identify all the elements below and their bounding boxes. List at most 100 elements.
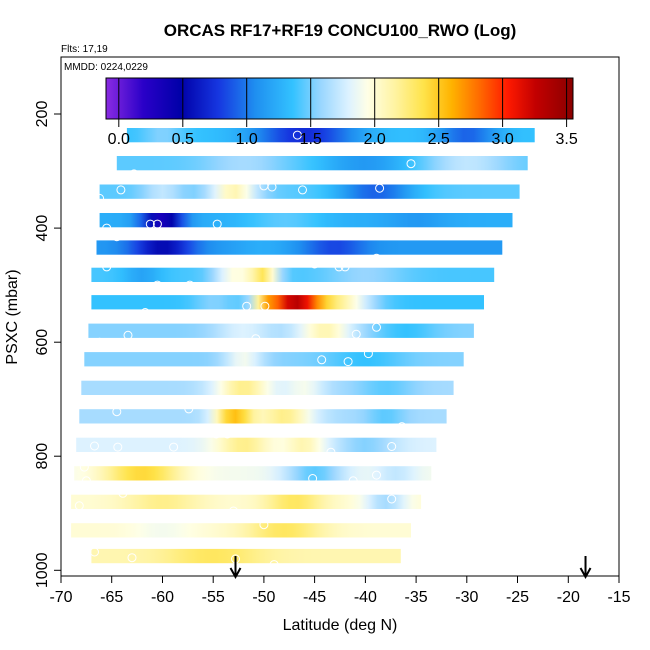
heatmap-layer: [88, 323, 474, 338]
observation-point: [222, 429, 232, 439]
observation-point: [326, 447, 336, 457]
latitude-arrow-icon: [579, 556, 592, 580]
x-tick-label: -55: [202, 589, 225, 606]
colorbar-tick-label: 0.5: [172, 131, 194, 148]
observation-point: [171, 342, 181, 352]
heatmap-layer: [79, 409, 447, 424]
heatmap-layers: [71, 99, 546, 564]
observation-point: [310, 259, 320, 269]
observation-point: [397, 422, 407, 432]
heatmap-layer: [91, 267, 495, 282]
observation-point: [211, 429, 221, 439]
latitude-arrow-icon: [229, 556, 242, 580]
x-tick-label: -35: [405, 589, 428, 606]
y-axis: 200 400 600 800 1000: [34, 101, 61, 588]
observation-point: [123, 143, 133, 153]
observation-point: [229, 506, 238, 516]
observation-point: [79, 462, 89, 472]
observation-point: [259, 520, 269, 530]
heatmap-layer: [74, 466, 432, 481]
observation-point: [251, 334, 261, 344]
heatmap-layer: [99, 184, 520, 199]
observation-point: [372, 470, 381, 480]
observation-point: [269, 560, 279, 570]
x-axis: -70 -65 -60 -55 -50 -45 -40 -35 -30 -25 -20 -15: [49, 576, 631, 606]
dates-label: MMDD: 0224,0229: [64, 62, 148, 73]
observation-point: [267, 182, 277, 192]
colorbar-tick-label: 2.5: [428, 131, 450, 148]
x-tick-label: -70: [49, 589, 72, 606]
observation-point: [265, 342, 275, 352]
observation-point: [118, 488, 128, 498]
observation-point: [169, 442, 179, 452]
heatmap-layer: [81, 380, 454, 395]
observation-point: [219, 284, 229, 294]
observation-point: [292, 130, 302, 140]
observation-point: [95, 193, 105, 203]
observation-point: [317, 355, 327, 365]
colorbar-tick-label: 1.0: [236, 131, 258, 148]
observation-point: [212, 219, 222, 229]
observation-point: [95, 370, 105, 380]
heatmap-layer: [126, 128, 535, 143]
heatmap-layer: [96, 240, 503, 255]
chart-title: ORCAS RF17+RF19 CONCU100_RWO (Log): [164, 21, 517, 40]
heatmap-layer: [84, 352, 464, 367]
x-tick-label: -40: [354, 589, 377, 606]
observation-point: [102, 262, 112, 272]
observation-point: [123, 330, 133, 340]
observation-point: [260, 301, 270, 311]
heatmap-layer: [91, 548, 401, 564]
y-axis-label: PSXC (mbar): [4, 269, 21, 364]
x-tick-label: -65: [100, 589, 123, 606]
x-tick-label: -50: [252, 589, 275, 606]
colorbar-tick-label: 1.5: [300, 131, 322, 148]
x-tick-label: -60: [151, 589, 174, 606]
y-tick-label: 800: [34, 443, 51, 470]
y-tick-label: 400: [34, 215, 51, 242]
y-tick-label: 600: [34, 329, 51, 356]
observation-point: [135, 482, 145, 491]
x-tick-label: -30: [455, 589, 478, 606]
observation-point: [102, 223, 112, 233]
observation-point: [354, 228, 364, 238]
x-tick-label: -45: [303, 589, 326, 606]
observation-point: [351, 329, 361, 339]
observation-point: [334, 262, 344, 272]
observation-point: [343, 357, 353, 367]
observation-point: [367, 257, 376, 267]
flights-label: Flts: 17,19: [61, 44, 108, 55]
observation-point: [400, 510, 410, 520]
colorbar-tick-label: 3.0: [491, 131, 513, 148]
heatmap-layer: [71, 494, 422, 509]
colorbar-tick-label: 2.0: [364, 131, 386, 148]
x-tick-label: -20: [557, 589, 580, 606]
heatmap-layer: [99, 213, 513, 228]
x-axis-label: Latitude (deg N): [283, 617, 398, 634]
observation-point: [81, 476, 91, 486]
observation-point: [129, 169, 139, 179]
observation-point: [372, 322, 381, 332]
observation-point: [116, 185, 126, 195]
observation-point: [375, 183, 385, 193]
observation-point: [145, 219, 155, 229]
observation-point: [406, 159, 416, 169]
x-tick-label: -25: [506, 589, 529, 606]
observation-point: [242, 301, 252, 311]
observation-point: [387, 442, 397, 451]
y-tick-label: 200: [34, 101, 51, 128]
observation-point: [74, 501, 84, 511]
observation-point: [140, 308, 150, 317]
observation-point: [184, 404, 194, 414]
observation-point: [372, 253, 381, 263]
observation-point: [152, 219, 162, 229]
observation-point: [90, 547, 99, 557]
colorbar-ticks: 0.0 0.5 1.0 1.5 2.0 2.5 3.0 3.5: [108, 78, 578, 148]
x-tick-label: -15: [607, 589, 630, 606]
observation-point: [95, 337, 105, 347]
observation-point: [90, 441, 99, 451]
colorbar-tick-label: 0.0: [108, 131, 130, 148]
observation-point: [185, 280, 195, 290]
observation-point: [113, 442, 123, 452]
heatmap-layer: [76, 437, 437, 452]
